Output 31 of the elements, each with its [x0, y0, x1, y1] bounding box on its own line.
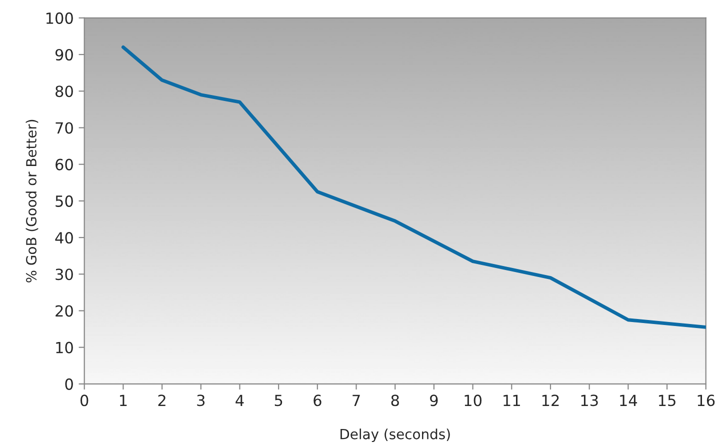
- y-tick-label: 0: [65, 378, 73, 390]
- x-tick-label: 14: [620, 394, 638, 406]
- x-tick-label: 9: [430, 394, 438, 406]
- x-tick-label: 7: [352, 394, 360, 406]
- y-tick-label: 20: [56, 305, 73, 317]
- x-tick-label: 15: [658, 394, 676, 406]
- y-tick-label: 10: [56, 342, 73, 354]
- x-tick-label: 10: [464, 394, 482, 406]
- x-tick-label: 12: [542, 394, 559, 406]
- y-tick-label: 100: [46, 12, 73, 24]
- x-tick-label: 5: [274, 394, 282, 406]
- line-series: [121, 45, 706, 329]
- y-tick-label: 90: [55, 48, 73, 61]
- x-tick-label: 11: [504, 394, 520, 406]
- y-tick-label: 70: [56, 122, 73, 134]
- x-tick-label: 8: [391, 394, 399, 406]
- y-tick-label: 50: [56, 195, 73, 207]
- x-tick-label: 0: [80, 394, 88, 406]
- x-tick-label: 13: [581, 394, 598, 406]
- y-axis-title: % GoB (Good or Better): [26, 120, 38, 282]
- x-tick-label: 16: [698, 394, 715, 406]
- y-tick-label: 80: [56, 86, 73, 98]
- x-tick-label: 4: [236, 394, 244, 406]
- x-tick-label: 3: [197, 394, 205, 406]
- x-tick-label: 2: [158, 394, 166, 406]
- x-tick-label: 1: [120, 394, 127, 406]
- y-tick-label: 40: [55, 232, 73, 244]
- x-axis-title: Delay (seconds): [340, 428, 450, 442]
- x-tick-label: 6: [314, 394, 322, 406]
- y-tick-label: 30: [56, 268, 73, 280]
- y-tick-label: 60: [56, 158, 73, 170]
